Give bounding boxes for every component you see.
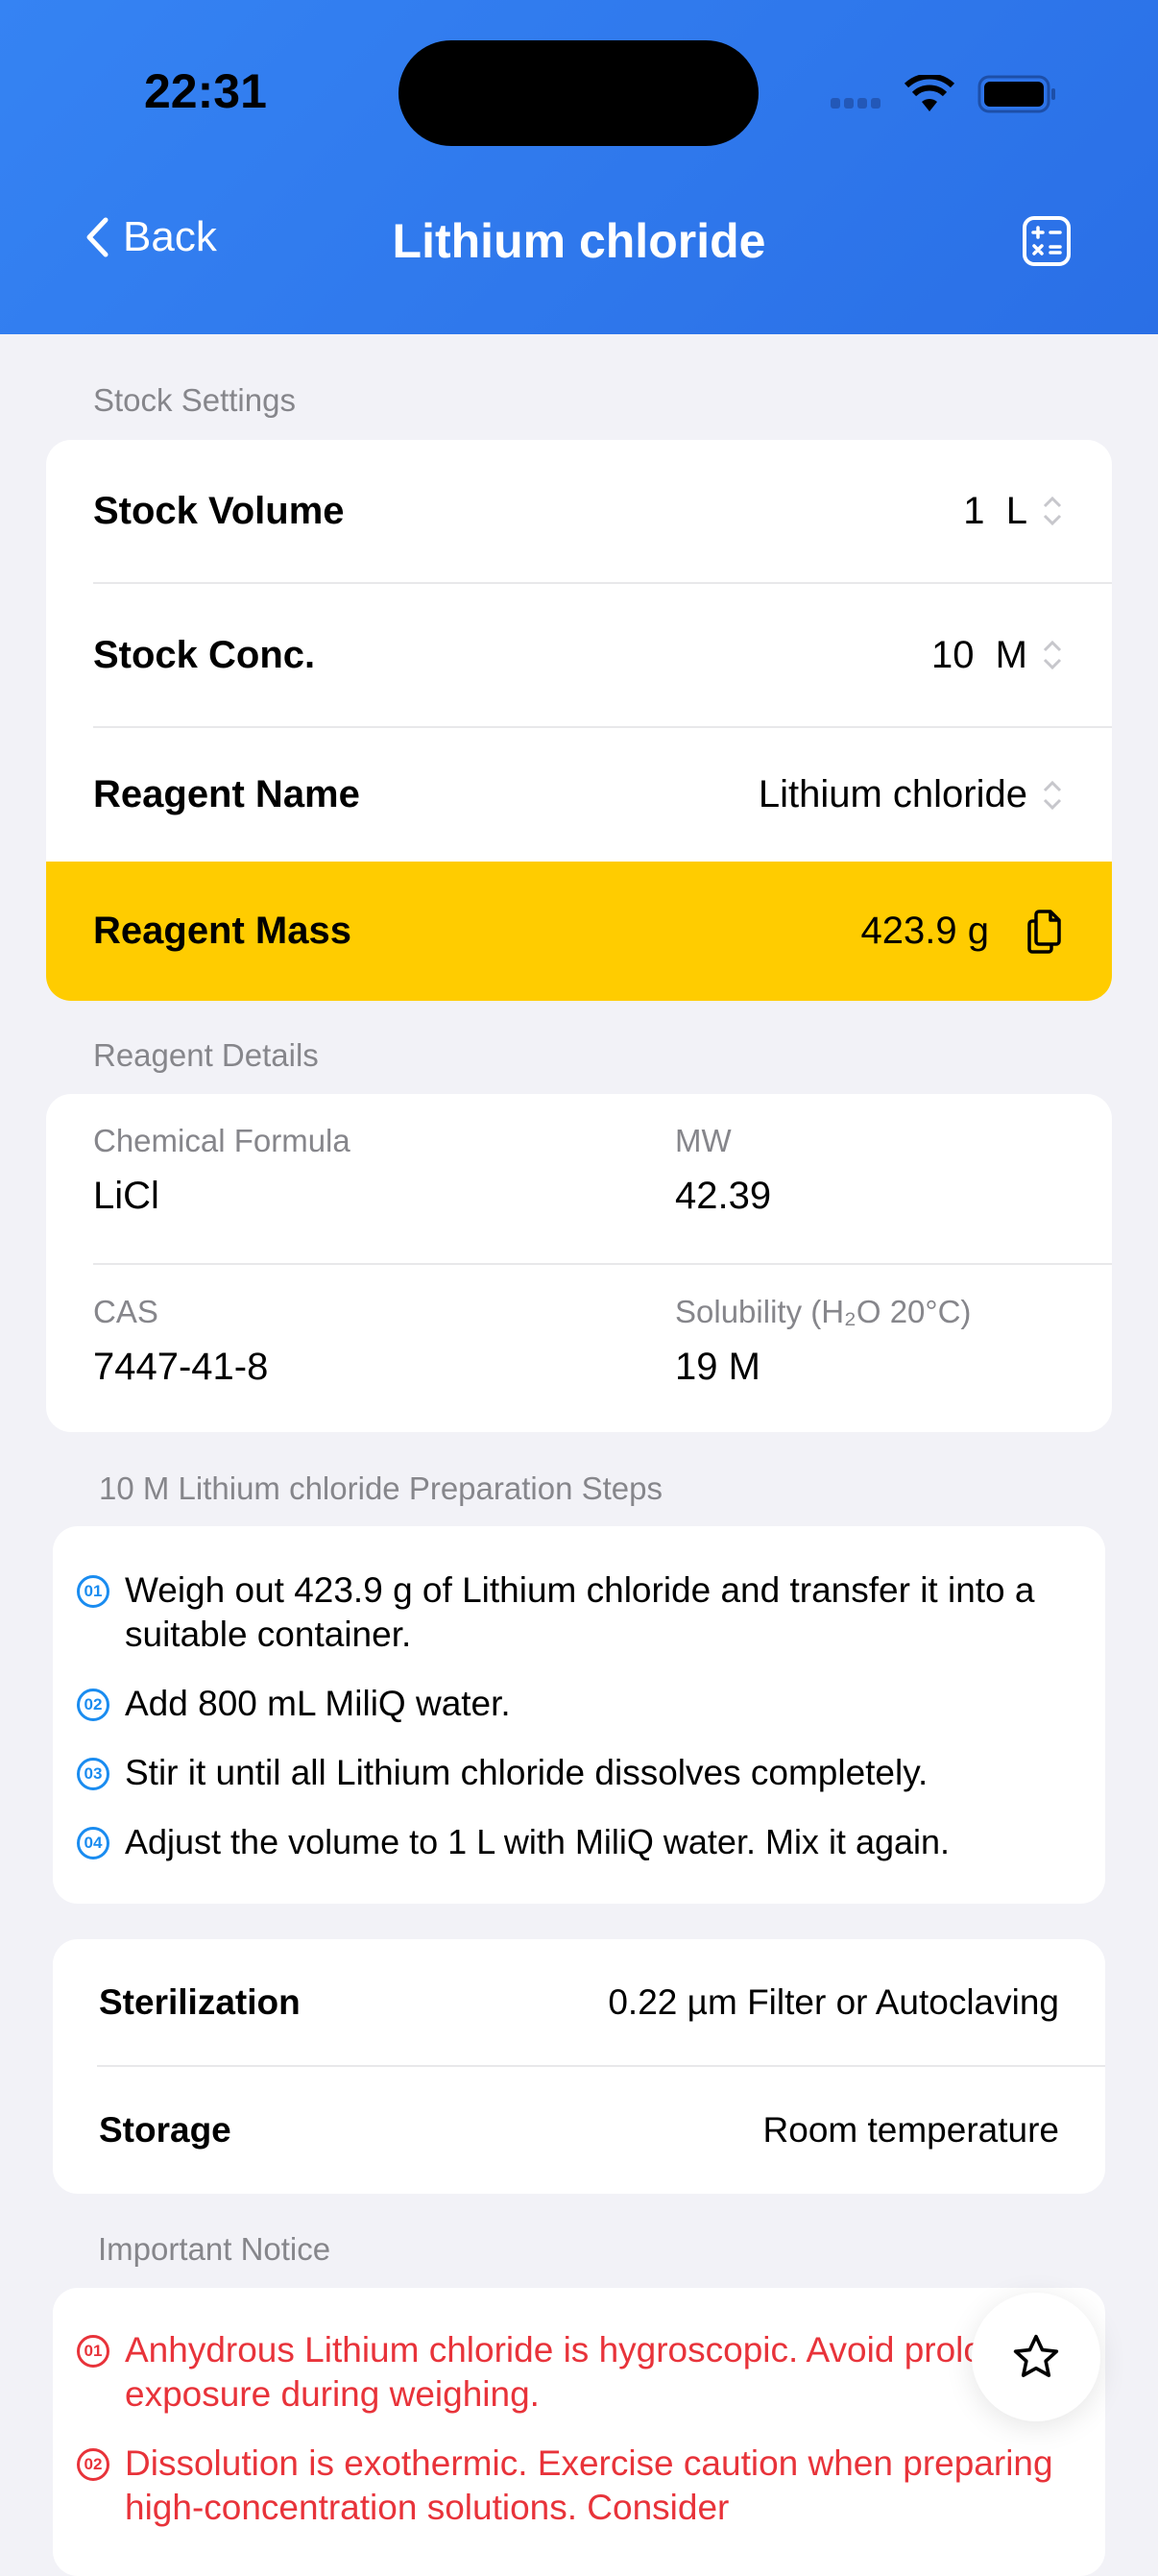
- stock-conc-row[interactable]: Stock Conc. 10 M: [46, 584, 1112, 726]
- detail-formula: Chemical Formula LiCl: [93, 1123, 350, 1217]
- step-item: 02 Add 800 mL MiliQ water.: [77, 1682, 1076, 1726]
- cellular-signal-icon: [831, 98, 881, 109]
- row-label: Reagent Mass: [93, 910, 351, 952]
- favorite-button[interactable]: [972, 2293, 1100, 2421]
- row-label: Reagent Name: [93, 773, 360, 815]
- reagent-mass-value: 423.9 g: [860, 910, 989, 952]
- step-item: 04 Adjust the volume to 1 L with MiliQ wa…: [77, 1820, 1076, 1864]
- stock-volume-value: 1 L: [963, 489, 1027, 532]
- dynamic-island: [398, 40, 759, 146]
- step-number-icon: 01: [77, 1575, 109, 1608]
- star-icon: [1013, 2334, 1059, 2377]
- section-label-notice: Important Notice: [98, 2231, 331, 2267]
- divider: [93, 1263, 1112, 1265]
- stock-conc-value: 10 M: [930, 633, 1027, 676]
- storage-row: Storage Room temperature: [99, 2110, 1059, 2150]
- chevron-left-icon: [86, 217, 109, 257]
- detail-cas: CAS 7447-41-8: [93, 1294, 269, 1388]
- section-label-preparation: 10 M Lithium chloride Preparation Steps: [99, 1470, 663, 1506]
- section-label-stock-settings: Stock Settings: [93, 382, 296, 418]
- wifi-icon: [905, 75, 954, 111]
- step-item: 01 Weigh out 423.9 g of Lithium chloride …: [77, 1568, 1076, 1657]
- chevron-up-down-icon: [1043, 640, 1062, 670]
- row-label: Stock Volume: [93, 489, 345, 532]
- handling-card: Sterilization 0.22 µm Filter or Autoclavi…: [53, 1939, 1105, 2194]
- notice-number-icon: 01: [77, 2335, 109, 2368]
- divider: [97, 2065, 1105, 2067]
- calculator-icon[interactable]: [1023, 216, 1071, 266]
- step-number-icon: 04: [77, 1827, 109, 1859]
- reagent-details-card: Chemical Formula LiCl MW 42.39 CAS 7447-41-…: [46, 1094, 1112, 1432]
- stock-settings-card: Stock Volume 1 L Stock Conc. 10 M Reagen…: [46, 440, 1112, 1001]
- divider: [93, 726, 1112, 728]
- reagent-name-value: Lithium chloride: [758, 773, 1027, 815]
- detail-mw: MW 42.39: [675, 1123, 772, 1217]
- sterilization-row: Sterilization 0.22 µm Filter or Autoclavi…: [99, 1981, 1059, 2022]
- notice-item: 02 Dissolution is exothermic. Exercise ca…: [77, 2442, 1067, 2530]
- row-label: Stock Conc.: [93, 633, 316, 676]
- divider: [93, 582, 1112, 584]
- step-number-icon: 02: [77, 1689, 109, 1721]
- step-item: 03 Stir it until all Lithium chloride dis…: [77, 1751, 1076, 1795]
- section-label-reagent-details: Reagent Details: [93, 1037, 319, 1073]
- reagent-mass-row: Reagent Mass 423.9 g: [46, 862, 1112, 1001]
- stock-volume-row[interactable]: Stock Volume 1 L: [46, 440, 1112, 582]
- chevron-up-down-icon: [1043, 780, 1062, 810]
- notice-card: 01 Anhydrous Lithium chloride is hygrosco…: [53, 2288, 1105, 2576]
- status-time: 22:31: [144, 64, 267, 118]
- notice-number-icon: 02: [77, 2448, 109, 2481]
- back-label: Back: [123, 213, 217, 260]
- step-number-icon: 03: [77, 1758, 109, 1790]
- detail-solubility: Solubility (H₂O 20°C) 19 M: [675, 1294, 972, 1388]
- battery-icon: [977, 75, 1055, 113]
- notice-item: 01 Anhydrous Lithium chloride is hygrosco…: [77, 2328, 1067, 2417]
- reagent-name-row[interactable]: Reagent Name Lithium chloride: [46, 728, 1112, 862]
- copy-icon[interactable]: [1025, 909, 1064, 955]
- preparation-steps-card: 01 Weigh out 423.9 g of Lithium chloride …: [53, 1526, 1105, 1904]
- back-button[interactable]: Back: [84, 213, 217, 261]
- chevron-up-down-icon: [1043, 496, 1062, 526]
